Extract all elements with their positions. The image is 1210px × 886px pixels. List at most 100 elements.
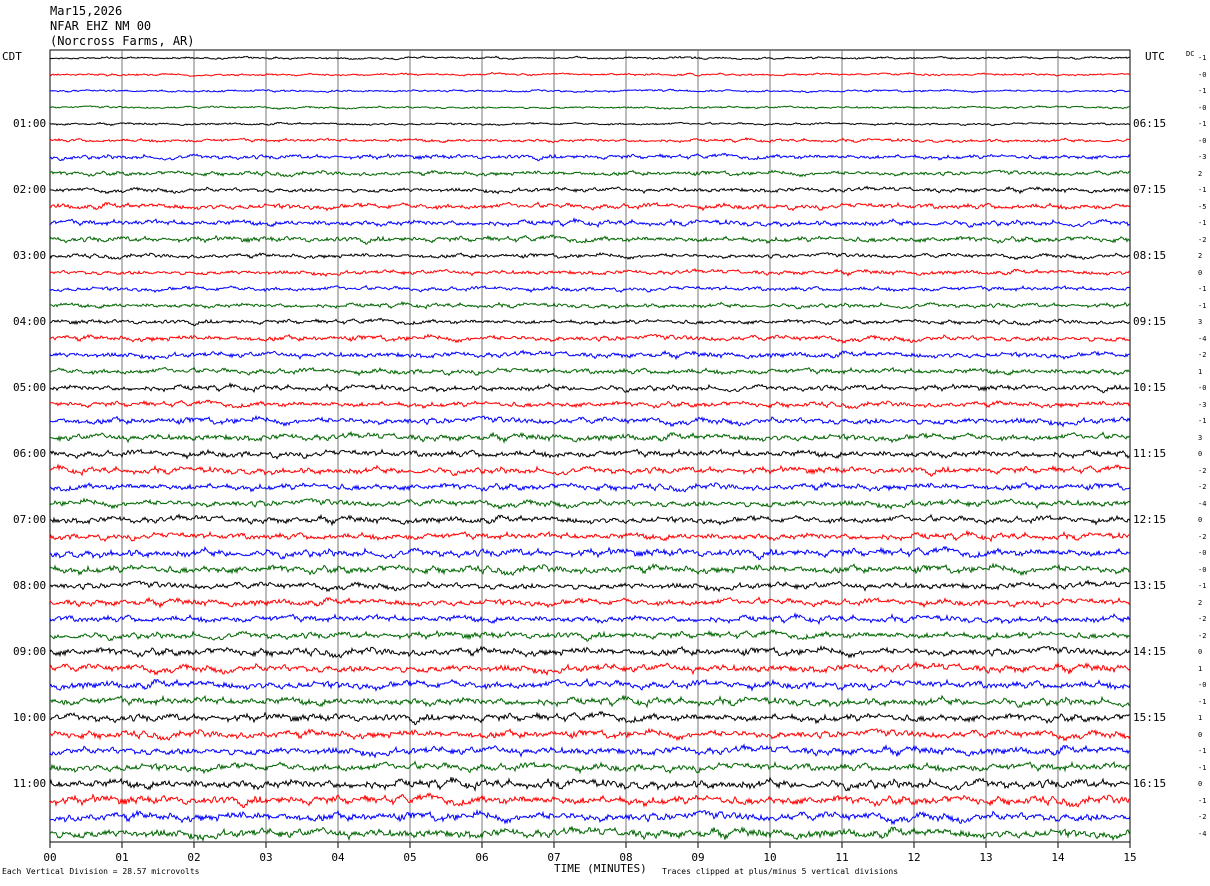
dc-offset-label: 1 — [1198, 664, 1203, 673]
dc-offset-label: -2 — [1198, 483, 1207, 491]
x-tick-label: 00 — [43, 851, 57, 864]
trace-line — [49, 152, 1131, 162]
x-tick-label: 12 — [907, 851, 921, 864]
dc-offset-label: -2 — [1198, 466, 1207, 475]
x-tick-label: 02 — [187, 851, 201, 864]
dc-offset-label: -2 — [1198, 235, 1207, 244]
trace-line — [49, 694, 1131, 709]
dc-offset-label: -0 — [1198, 565, 1207, 574]
dc-offset-label: 2 — [1198, 598, 1203, 607]
trace-line — [49, 382, 1131, 394]
trace-line — [49, 217, 1131, 229]
utc-zone-label: UTC — [1145, 50, 1165, 63]
x-tick-label: 11 — [835, 851, 849, 864]
x-tick-label: 15 — [1123, 851, 1137, 864]
x-tick-label: 01 — [115, 851, 129, 864]
trace-line — [50, 366, 1131, 377]
x-tick-label: 10 — [763, 851, 777, 864]
trace-line — [49, 497, 1131, 511]
dc-header: DC — [1186, 50, 1195, 58]
trace-line — [49, 481, 1131, 493]
date-label: Mar15,2026 — [50, 4, 123, 18]
x-tick-label: 04 — [331, 851, 345, 864]
trace-line — [49, 677, 1131, 692]
dc-offset-label: -1 — [1198, 763, 1207, 772]
trace-line — [49, 545, 1131, 561]
trace-line — [49, 234, 1131, 245]
vertical-division-note: Each Vertical Division = 28.57 microvolt… — [2, 867, 200, 876]
x-tick-label: 05 — [403, 851, 417, 864]
cdt-hour-label: 11:00 — [13, 777, 47, 790]
trace-line — [49, 629, 1131, 642]
dc-offset-label: -0 — [1198, 103, 1207, 112]
dc-offset-label: -4 — [1198, 829, 1207, 838]
trace-line — [49, 463, 1131, 477]
trace-line — [49, 612, 1131, 626]
dc-offset-label: 0 — [1198, 268, 1203, 277]
dc-offset-label: -5 — [1198, 202, 1207, 211]
trace-line — [49, 169, 1131, 178]
dc-offset-label: -2 — [1198, 532, 1207, 541]
trace-line — [49, 121, 1131, 127]
dc-offset-label: -0 — [1198, 549, 1207, 557]
dc-offset-label: -1 — [1198, 186, 1207, 194]
dc-offset-label: -2 — [1198, 615, 1207, 623]
trace-line — [49, 448, 1131, 460]
dc-offset-label: -1 — [1198, 301, 1207, 310]
trace-line — [49, 333, 1131, 344]
trace-line — [49, 529, 1131, 543]
utc-hour-label: 15:15 — [1133, 711, 1167, 724]
dc-offset-label: -0 — [1198, 70, 1207, 79]
trace-line — [49, 776, 1131, 792]
dc-offset-label: -1 — [1198, 747, 1207, 755]
dc-offset-label: 2 — [1198, 252, 1203, 260]
dc-offset-label: -1 — [1198, 796, 1207, 805]
trace-line — [49, 743, 1131, 759]
dc-offset-label: -1 — [1198, 219, 1207, 227]
trace-line — [49, 55, 1130, 61]
dc-offset-label: 3 — [1198, 318, 1203, 326]
dc-offset-label: -3 — [1198, 153, 1207, 161]
cdt-hour-label: 09:00 — [13, 645, 47, 658]
dc-offset-label: -1 — [1198, 285, 1207, 293]
cdt-hour-label: 03:00 — [13, 249, 47, 262]
x-tick-label: 06 — [475, 851, 489, 864]
x-tick-label: 08 — [619, 851, 633, 864]
trace-line — [50, 808, 1131, 826]
trace-line — [49, 710, 1130, 726]
dc-offset-label: 2 — [1198, 169, 1203, 178]
dc-offset-label: -0 — [1198, 681, 1207, 689]
x-axis-title: TIME (MINUTES) — [554, 862, 647, 875]
x-tick-label: 13 — [979, 851, 993, 864]
cdt-hour-label: 05:00 — [13, 381, 47, 394]
trace-line — [49, 513, 1131, 527]
trace-line — [49, 251, 1131, 261]
cdt-hour-label: 02:00 — [13, 183, 47, 196]
trace-line — [49, 136, 1131, 144]
trace-line — [49, 349, 1131, 361]
dc-offset-label: -1 — [1198, 54, 1207, 62]
cdt-hour-label: 04:00 — [13, 315, 47, 328]
utc-hour-label: 08:15 — [1133, 249, 1167, 262]
dc-offset-label: -3 — [1198, 400, 1207, 409]
trace-line — [49, 267, 1131, 277]
dc-offset-label: 1 — [1198, 367, 1203, 376]
utc-hour-label: 07:15 — [1133, 183, 1167, 196]
dc-offset-label: -4 — [1198, 334, 1207, 343]
trace-line — [49, 430, 1131, 444]
utc-hour-label: 11:15 — [1133, 447, 1167, 460]
x-tick-label: 03 — [259, 851, 273, 864]
dc-offset-label: 0 — [1198, 516, 1203, 524]
dc-offset-label: -4 — [1198, 499, 1207, 508]
trace-line — [49, 414, 1131, 428]
cdt-hour-label: 01:00 — [13, 117, 47, 130]
cdt-hour-label: 07:00 — [13, 513, 47, 526]
dc-offset-label: -1 — [1198, 697, 1207, 706]
x-tick-label: 14 — [1051, 851, 1065, 864]
trace-line — [49, 562, 1131, 577]
trace-line — [49, 317, 1131, 327]
utc-hour-label: 12:15 — [1133, 513, 1167, 526]
cdt-hour-label: 10:00 — [13, 711, 47, 724]
cdt-hour-label: 06:00 — [13, 447, 47, 460]
